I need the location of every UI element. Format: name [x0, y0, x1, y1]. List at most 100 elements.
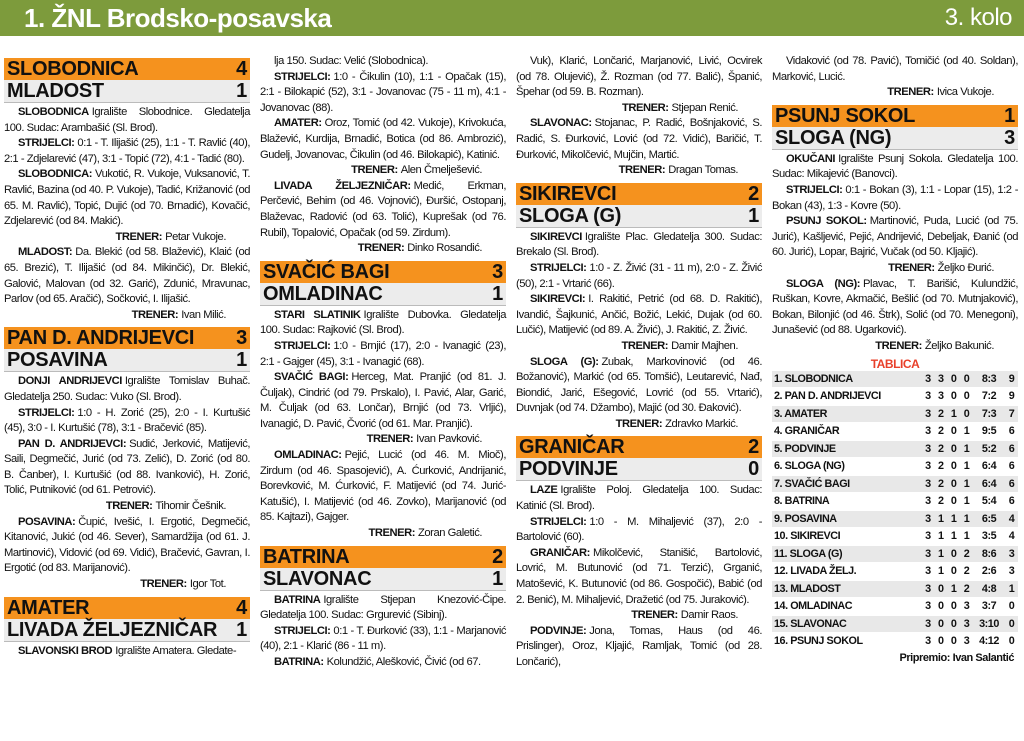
report-paragraph: SLOGA (NG): Plavac, T. Barišić, Kulundžić… [772, 277, 1018, 339]
standings-cell: 4 [1005, 510, 1018, 528]
paragraph-text: 1:0 - M. Mihaljević (37), 2:0 - Bartolov… [516, 515, 762, 544]
standings-cell: 3 [921, 597, 935, 616]
standings-cell: 1 [947, 405, 961, 423]
coach-label: TRENER: [618, 164, 666, 177]
title: 1. ŽNL Brodsko-posavska [24, 2, 332, 33]
standings-cell: 0 [960, 405, 973, 423]
away-team: LIVADA ŽELJEZNIČAR [7, 618, 218, 641]
coach-name: Zoran Galetić. [418, 527, 482, 540]
coach-name: Damir Majhen. [671, 339, 738, 352]
paragraph-text: Herceg, Mat. Pranjić (od 81. J. Čuljak),… [260, 371, 506, 430]
paragraph-lead: DONJI ANDRIJEVCI [18, 375, 122, 388]
paragraph-text: 0:1 - Bokan (3), 1:1 - Lopar (15), 1:2 -… [772, 183, 1018, 212]
coach-line: TRENER: Petar Vukoje. [4, 230, 250, 246]
report-paragraph: STRIJELCI: 0:1 - T. Ilijašić (25), 1:1 - … [4, 136, 250, 167]
standings-cell: 5:4 [972, 492, 1006, 511]
coach-label: TRENER: [131, 308, 179, 321]
paragraph-lead: LAZE [530, 484, 558, 497]
coach-label: TRENER: [631, 609, 678, 622]
paragraph-text: Vuk), Klarić, Lončarić, Marjanović, Livi… [516, 55, 762, 99]
paragraph-lead: SIKIREVCI [530, 230, 582, 243]
coach-line: TRENER: Željko Bakunić. [772, 339, 1018, 355]
paragraph-lead: OKUČANI [786, 152, 836, 165]
paragraph-text: 1:0 - Čikulin (10), 1:1 - Opačak (15), 2… [260, 70, 506, 114]
standings-cell: 6 [1005, 475, 1018, 493]
away-team: POSAVINA [7, 349, 108, 372]
standings-cell: 3 [921, 440, 935, 458]
standings-cell: 1 [934, 510, 948, 528]
standings-cell: 2 [960, 545, 973, 563]
coach-line: TRENER: Željko Đurić. [772, 261, 1018, 277]
standings-cell: 1 [947, 527, 961, 546]
standings-cell: 1 [934, 545, 948, 563]
standings-cell: 3 [921, 632, 935, 651]
standings-cell: 3 [921, 387, 935, 406]
away-team-row: MLADOST 1 [4, 80, 250, 103]
paragraph-lead: PSUNJ SOKOL: [786, 215, 867, 228]
report-paragraph: SIKIREVCI Igralište Plac. Gledatelja 300.… [516, 230, 762, 261]
standings-cell: 0 [947, 597, 961, 616]
paragraph-lead: STRIJELCI: [786, 183, 843, 196]
coach-name: Alen Čmelješević. [400, 164, 483, 177]
report-paragraph: OMLADINAC: Pejić, Lucić (od 46. M. Mioč),… [260, 448, 506, 526]
away-score: 3 [1004, 126, 1015, 149]
standings-table: 1. SLOBODNICA 3 3 0 0 8:3 9 2. PAN D. ANDRIJEVC… [772, 370, 1018, 651]
report-paragraph: SLAVONSKI BROD Igralište Amatera. Gledate… [4, 644, 250, 660]
standings-row: 7. SVAČIĆ BAGI 3 2 0 1 6:4 6 [772, 475, 1018, 493]
standings-cell: 0 [934, 632, 948, 651]
paragraph-lead: SLOBODNICA [18, 106, 89, 118]
standings-cell: 1 [960, 422, 973, 441]
standings-cell: 3 [960, 632, 973, 651]
coach-name: Igor Tot. [189, 578, 227, 591]
paragraph-text: Oroz, Tomić (od 42. Vukoje), Krivokuća, … [260, 117, 506, 161]
standings: TABLICA 1. SLOBODNICA 3 3 0 0 8:3 9 2. PAN D. AN… [772, 357, 1018, 666]
round: 3. kolo [944, 4, 1013, 31]
coach-label: TRENER: [115, 230, 163, 243]
report-paragraph: PSUNJ SOKOL: Martinović, Puda, Lucić (od … [772, 214, 1018, 261]
paragraph-text: 1:0 - Z. Živić (31 - 11 m), 2:0 - Z. Živ… [516, 261, 762, 290]
report-paragraph: GRANIČAR: Mikolčević, Stanišić, Bartolovi… [516, 546, 762, 608]
standings-cell: 0 [947, 440, 961, 458]
column: SLOBODNICA 4 MLADOST 1 SLOBODNICA Igralište S… [0, 36, 256, 741]
paragraph-text: Igralište Stjepan Knezović-Čipe. Gledate… [260, 593, 506, 622]
standings-cell: 3:5 [972, 527, 1006, 546]
coach-name: Željko Bakunić. [924, 339, 995, 352]
coach-name: Zdravko Markić. [665, 417, 738, 430]
coach-line: TRENER: Damir Majhen. [516, 339, 762, 355]
standings-cell: 4:8 [972, 580, 1006, 598]
paragraph-lead: BATRINA: [274, 656, 324, 668]
home-team-row: AMATER 4 [4, 596, 250, 619]
paragraph-lead: POSAVINA: [18, 515, 76, 528]
report-paragraph: STRIJELCI: 0:1 - Bokan (3), 1:1 - Lopar (… [772, 183, 1018, 214]
away-score: 1 [492, 567, 503, 590]
paragraph-lead: STRIJELCI: [18, 406, 75, 419]
coach-label: TRENER: [615, 417, 663, 430]
standings-cell: 2. PAN D. ANDRIJEVCI [772, 387, 922, 406]
paragraph-lead: LIVADA ŽELJEZNIČAR: [274, 179, 411, 192]
paragraph-text: Vukotić, R. Vukoje, Vuksanović, T. Ravli… [4, 168, 250, 228]
standings-cell: 1 [960, 440, 973, 458]
home-score: 4 [236, 596, 247, 619]
standings-cell: 4:12 [972, 632, 1006, 651]
paragraph-lead: OMLADINAC: [274, 449, 342, 462]
report-paragraph: Vidaković (od 78. Pavić), Tomičić (od 40… [772, 54, 1018, 85]
away-team: OMLADINAC [263, 282, 383, 305]
standings-cell: 4 [1005, 527, 1018, 546]
home-team: PSUNJ SOKOL [775, 104, 916, 127]
coach-label: TRENER: [888, 261, 935, 274]
standings-row: 3. AMATER 3 2 1 0 7:3 7 [772, 405, 1018, 423]
standings-cell: 10. SIKIREVCI [772, 527, 922, 546]
standings-cell: 3 [1005, 562, 1018, 581]
standings-cell: 6:5 [972, 510, 1006, 528]
coach-name: Željko Đurić. [937, 261, 995, 274]
standings-row: 5. PODVINJE 3 2 0 1 5:2 6 [772, 440, 1018, 458]
paragraph-lead: SLOGA (G): [530, 355, 599, 368]
standings-cell: 6 [1005, 440, 1018, 458]
paragraph-text: Plavac, T. Barišić, Kulundžić, Ruškan, K… [772, 277, 1018, 337]
away-team-row: SLOGA (G) 1 [516, 204, 762, 228]
standings-cell: 11. SLOGA (G) [772, 545, 922, 563]
coach-line: TRENER: Zdravko Markić. [516, 417, 762, 433]
paragraph-text: 1:0 - H. Zorić (25), 2:0 - I. Kurtušić (… [4, 406, 250, 435]
standings-cell: 6 [1005, 492, 1018, 511]
